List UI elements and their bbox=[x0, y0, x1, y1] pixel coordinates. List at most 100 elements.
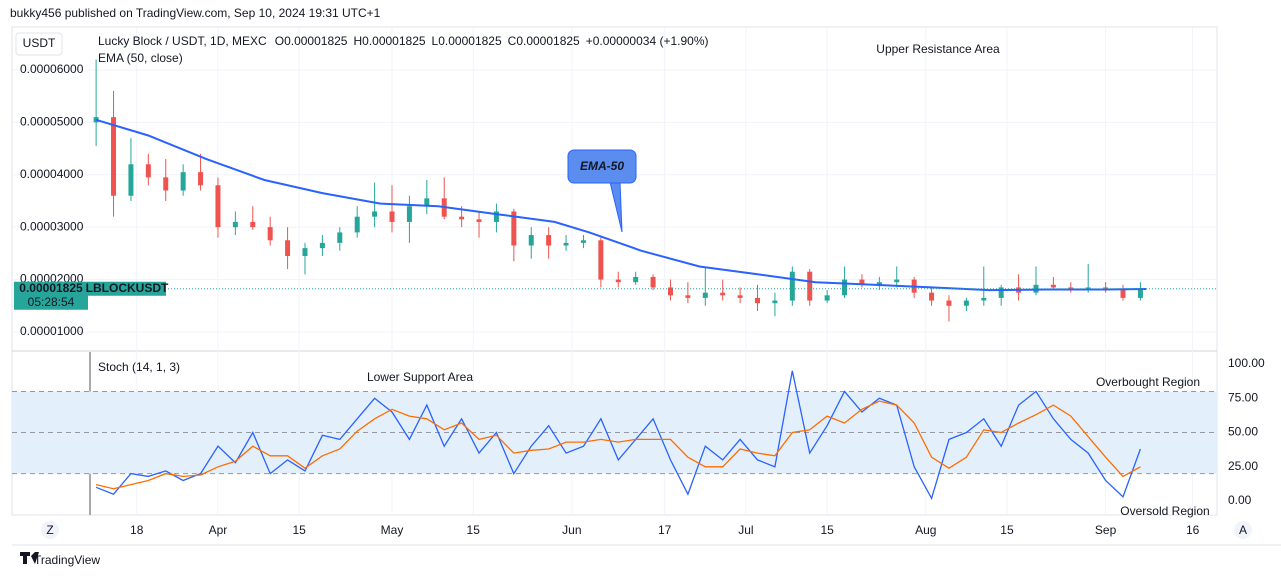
candle-body bbox=[111, 117, 117, 196]
candle-body bbox=[1137, 288, 1143, 298]
y-tick-label: 100.00 bbox=[1228, 356, 1265, 370]
candle-body bbox=[354, 216, 360, 233]
y-tick-label: 75.00 bbox=[1228, 390, 1258, 404]
x-tick-label: Jun bbox=[562, 523, 581, 537]
y-tick-label: 0.00006000 bbox=[20, 62, 84, 76]
readout-value: 0.00001825 bbox=[516, 34, 580, 48]
y-tick-label: 0.00 bbox=[1228, 493, 1252, 507]
candle-body bbox=[929, 292, 935, 301]
readout-value: 0.00001825 bbox=[438, 34, 502, 48]
x-tick-label: 18 bbox=[130, 523, 144, 537]
candle-body bbox=[963, 300, 969, 306]
candle-body bbox=[650, 276, 656, 288]
readout-value: 0.00001825 bbox=[284, 34, 348, 48]
candle-body bbox=[894, 279, 900, 283]
candle-body bbox=[528, 235, 534, 246]
chart-title: Lucky Block / USDT, 1D, MEXC bbox=[98, 34, 267, 48]
price-label-box bbox=[14, 281, 88, 310]
chart-title: Stoch (14, 1, 3) bbox=[98, 360, 180, 374]
candle-body bbox=[981, 297, 987, 301]
x-tick-label: Sep bbox=[1095, 523, 1117, 537]
y-tick-label: 0.00005000 bbox=[20, 115, 84, 129]
candle-body bbox=[319, 242, 325, 249]
y-tick-label: 50.00 bbox=[1228, 425, 1258, 439]
candle-body bbox=[702, 292, 708, 298]
x-tick-label: Jul bbox=[738, 523, 753, 537]
readout-value: +0.00000034 (+1.90%) bbox=[586, 34, 709, 48]
stoch-line bbox=[95, 400, 1141, 490]
x-tick-label: 15 bbox=[467, 523, 481, 537]
brand-logo bbox=[20, 552, 39, 564]
readout-key: O bbox=[275, 34, 284, 48]
x-tick-label: Aug bbox=[915, 523, 936, 537]
candle-body bbox=[876, 282, 882, 285]
scale-button-label: Z bbox=[46, 523, 53, 537]
candle-body bbox=[232, 221, 238, 228]
candle-body bbox=[302, 248, 308, 256]
x-tick-label: Apr bbox=[209, 523, 228, 537]
candle-body bbox=[1120, 290, 1126, 298]
y-tick-label: 25.00 bbox=[1228, 459, 1258, 473]
candle-body bbox=[633, 276, 639, 283]
readout-key: C bbox=[508, 34, 517, 48]
candle-body bbox=[615, 279, 621, 283]
brand: TradingView bbox=[34, 553, 100, 567]
y-tick-label: 0.00001000 bbox=[20, 324, 84, 338]
candle-body bbox=[424, 198, 430, 207]
y-tick-label: 0.00003000 bbox=[20, 219, 84, 233]
candle-body bbox=[772, 300, 778, 304]
symbol-label: LBLOCKUSDT bbox=[86, 281, 169, 295]
readout-key: L bbox=[432, 34, 439, 48]
annotation: EMA-50 bbox=[580, 159, 624, 173]
annotation: Upper Resistance Area bbox=[876, 42, 1000, 56]
candle-body bbox=[163, 177, 169, 191]
candle-body bbox=[215, 185, 221, 228]
candle-body bbox=[1050, 284, 1056, 288]
candle-body bbox=[580, 240, 586, 243]
candle-body bbox=[598, 240, 604, 280]
countdown: 05:28:54 bbox=[28, 295, 75, 309]
candle-body bbox=[859, 279, 865, 285]
readout-key: H bbox=[353, 34, 362, 48]
legend-entry: EMA (50, close) bbox=[98, 51, 183, 65]
y-tick-label: 0.00004000 bbox=[20, 167, 84, 181]
candle-body bbox=[250, 221, 256, 228]
candle-body bbox=[285, 240, 291, 256]
candle-body bbox=[946, 300, 952, 306]
candle-body bbox=[546, 235, 552, 246]
x-tick-label: 17 bbox=[658, 523, 672, 537]
candle-body bbox=[807, 271, 813, 301]
scale-button[interactable] bbox=[41, 521, 59, 539]
annotation: Overbought Region bbox=[1096, 375, 1200, 389]
readout-value: 0.00001825 bbox=[362, 34, 426, 48]
candle-body bbox=[180, 172, 186, 191]
candle-body bbox=[406, 206, 412, 222]
candle-body bbox=[737, 295, 743, 298]
candle-body bbox=[493, 211, 499, 222]
publisher: bukky456 published on TradingView.com, S… bbox=[10, 6, 381, 20]
candle-body bbox=[476, 219, 482, 222]
candle-body bbox=[667, 287, 673, 296]
x-tick-label: May bbox=[381, 523, 404, 537]
pane-border bbox=[11, 26, 1218, 516]
currency-box[interactable] bbox=[15, 32, 63, 56]
candle-body bbox=[755, 297, 761, 304]
scale-button-label: A bbox=[1239, 523, 1247, 537]
candle-body bbox=[998, 287, 1004, 298]
candle-body bbox=[459, 216, 465, 220]
candle-body bbox=[685, 295, 691, 298]
callout-box bbox=[567, 149, 637, 184]
candle-body bbox=[563, 242, 569, 246]
candle-body bbox=[389, 211, 395, 222]
candle-body bbox=[372, 211, 378, 217]
stoch-line bbox=[95, 370, 1142, 500]
scale-button[interactable] bbox=[1234, 521, 1252, 539]
candle-body bbox=[511, 211, 517, 246]
currency: USDT bbox=[23, 36, 56, 50]
candle-body bbox=[842, 279, 848, 296]
candle-body bbox=[128, 164, 134, 196]
candle-body bbox=[198, 172, 204, 186]
candle-body bbox=[824, 295, 830, 301]
candle-body bbox=[789, 271, 795, 301]
